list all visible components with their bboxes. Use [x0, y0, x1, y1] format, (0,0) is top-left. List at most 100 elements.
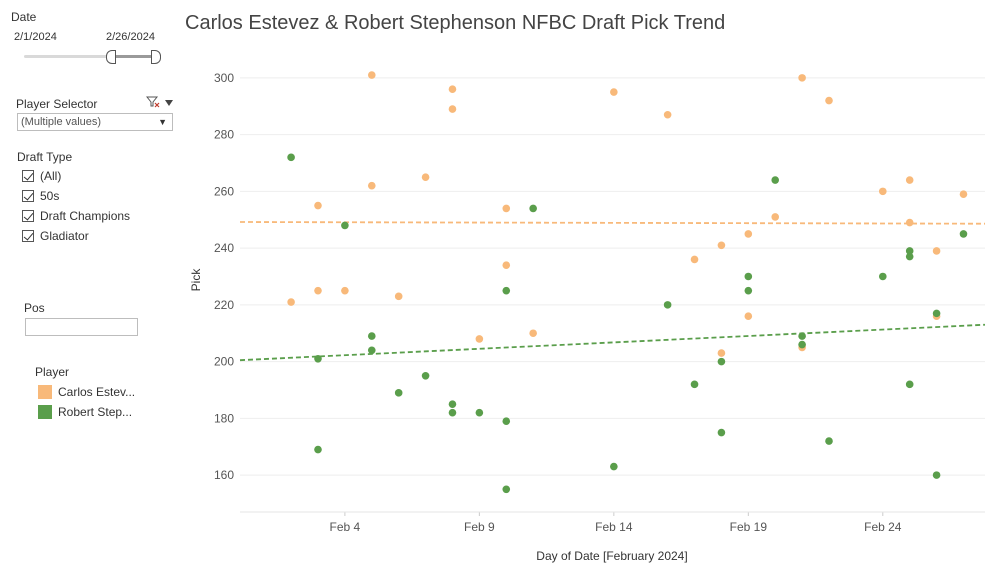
data-point[interactable] [341, 221, 349, 230]
data-point[interactable] [314, 445, 322, 454]
data-point[interactable] [878, 187, 887, 196]
data-point[interactable] [825, 96, 833, 105]
data-point[interactable] [341, 286, 349, 295]
data-point[interactable] [502, 485, 511, 494]
y-axis-label: Pick [189, 268, 203, 292]
y-tick-label: 200 [214, 355, 234, 369]
checkbox-checked-icon[interactable] [22, 230, 34, 242]
legend-item-carlos[interactable]: Carlos Estev... [38, 385, 135, 399]
dropdown-menu-icon[interactable] [164, 99, 174, 107]
data-point[interactable] [502, 417, 511, 426]
data-point[interactable] [744, 272, 753, 281]
data-point[interactable] [798, 74, 806, 82]
data-point[interactable] [394, 292, 403, 301]
legend-swatch-green [38, 405, 52, 419]
data-point[interactable] [798, 340, 806, 349]
legend-item-robert[interactable]: Robert Step... [38, 405, 132, 419]
date-start-value: 2/1/2024 [14, 31, 57, 43]
data-point[interactable] [394, 389, 403, 397]
data-point[interactable] [905, 176, 914, 184]
pos-input[interactable] [25, 318, 138, 336]
data-point[interactable] [905, 247, 914, 255]
data-point[interactable] [421, 173, 430, 181]
draft-type-option-draft-champions[interactable]: Draft Champions [22, 208, 130, 224]
x-tick-label: Feb 24 [864, 520, 902, 534]
clear-filter-icon[interactable] [146, 96, 160, 108]
data-point[interactable] [717, 357, 726, 366]
data-point[interactable] [367, 181, 376, 190]
data-point[interactable] [475, 335, 484, 343]
data-point[interactable] [529, 204, 537, 213]
legend-title: Player [35, 365, 70, 379]
data-points [287, 71, 968, 494]
data-point[interactable] [448, 105, 457, 113]
draft-type-option-gladiator[interactable]: Gladiator [22, 228, 89, 244]
y-tick-label: 300 [214, 71, 234, 85]
data-point[interactable] [690, 380, 699, 389]
date-slider-start-handle[interactable] [106, 50, 116, 64]
x-axis-ticks: Feb 4 Feb 9 Feb 14 Feb 19 Feb 24 [330, 512, 902, 534]
data-point[interactable] [717, 428, 726, 437]
data-point[interactable] [448, 400, 457, 408]
data-point[interactable] [905, 380, 914, 389]
data-point[interactable] [502, 261, 511, 269]
data-point[interactable] [367, 346, 376, 355]
data-point[interactable] [421, 372, 430, 380]
trend-lines [239, 221, 986, 362]
legend-item-label: Carlos Estev... [58, 385, 136, 399]
data-point[interactable] [663, 110, 672, 119]
y-tick-label: 240 [214, 241, 234, 255]
checkbox-checked-icon[interactable] [22, 190, 34, 202]
data-point[interactable] [932, 309, 941, 318]
data-point[interactable] [448, 85, 457, 94]
data-point[interactable] [529, 329, 537, 338]
data-point[interactable] [663, 301, 672, 309]
draft-type-option-50s[interactable]: 50s [22, 188, 59, 204]
data-point[interactable] [798, 332, 806, 340]
data-point[interactable] [825, 437, 833, 445]
data-point[interactable] [744, 286, 753, 295]
data-point[interactable] [771, 176, 780, 184]
draft-type-option-all[interactable]: (All) [22, 168, 61, 184]
data-point[interactable] [959, 190, 968, 198]
y-tick-label: 180 [214, 411, 234, 425]
checkbox-checked-icon[interactable] [22, 210, 34, 222]
data-point[interactable] [744, 230, 753, 238]
data-point[interactable] [771, 213, 780, 221]
checkbox-checked-icon[interactable] [22, 170, 34, 182]
data-point[interactable] [610, 88, 618, 96]
date-end-value: 2/26/2024 [106, 31, 155, 43]
data-point[interactable] [367, 332, 376, 340]
date-slider-track[interactable] [24, 55, 160, 58]
data-point[interactable] [717, 241, 726, 250]
data-point[interactable] [959, 230, 968, 238]
data-point[interactable] [905, 218, 914, 227]
data-point[interactable] [314, 354, 322, 363]
player-selector-dropdown[interactable]: (Multiple values) ▼ [17, 113, 173, 131]
data-point[interactable] [475, 408, 484, 417]
legend-item-label: Robert Step... [58, 405, 133, 419]
data-point[interactable] [878, 272, 887, 281]
data-point[interactable] [314, 286, 322, 295]
data-point[interactable] [932, 471, 941, 479]
gridlines [240, 77, 985, 476]
data-point[interactable] [610, 462, 618, 471]
draft-type-option-label: 50s [40, 189, 60, 203]
data-point[interactable] [502, 286, 511, 295]
data-point[interactable] [448, 408, 457, 417]
data-point[interactable] [717, 349, 726, 357]
data-point[interactable] [314, 201, 322, 210]
date-slider-end-handle[interactable] [151, 50, 161, 64]
data-point[interactable] [905, 252, 914, 261]
y-axis-ticks: 160 180 200 220 240 260 280 300 [214, 71, 234, 482]
data-point[interactable] [367, 71, 376, 79]
data-point[interactable] [744, 312, 753, 321]
y-tick-label: 280 [214, 128, 234, 142]
data-point[interactable] [932, 247, 941, 255]
data-point[interactable] [287, 153, 295, 162]
data-point[interactable] [502, 204, 511, 213]
data-point[interactable] [287, 298, 295, 306]
data-point[interactable] [690, 255, 699, 264]
x-tick-label: Feb 19 [730, 520, 768, 534]
